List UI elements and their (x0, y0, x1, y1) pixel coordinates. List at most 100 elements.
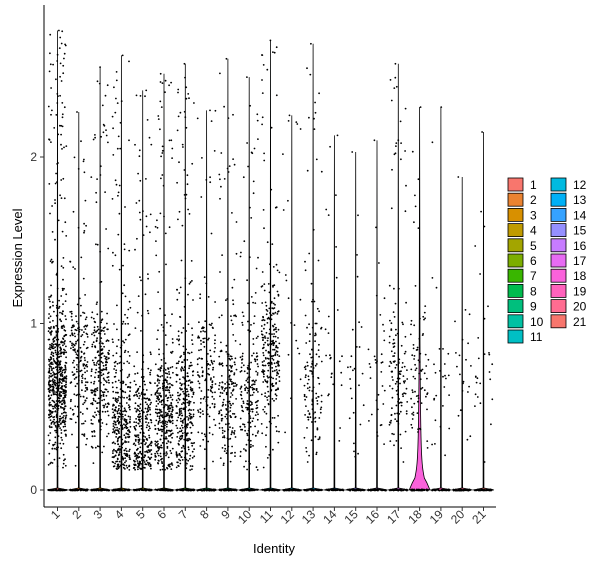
point (184, 384, 187, 387)
point (96, 325, 99, 328)
point (249, 446, 252, 448)
point (290, 397, 292, 400)
point (181, 403, 183, 405)
point (180, 420, 182, 423)
point (53, 489, 55, 492)
point (99, 381, 102, 384)
point (242, 410, 245, 413)
point (169, 325, 172, 327)
point (283, 489, 286, 492)
point (54, 391, 56, 393)
point (63, 415, 65, 417)
point (274, 393, 277, 396)
point (306, 361, 309, 364)
point (393, 352, 396, 354)
point (58, 401, 61, 404)
point (382, 323, 384, 326)
point (267, 376, 269, 379)
point (240, 251, 242, 254)
point (113, 409, 116, 412)
point (311, 403, 314, 406)
point (274, 328, 277, 331)
point (227, 353, 230, 356)
point (305, 405, 307, 407)
point (144, 467, 146, 469)
point (154, 424, 156, 427)
point (207, 372, 209, 375)
point (154, 458, 157, 461)
point (134, 444, 137, 447)
point (169, 382, 171, 385)
point (52, 416, 55, 419)
point (264, 380, 267, 383)
point (161, 82, 164, 84)
point (187, 208, 190, 211)
point (123, 243, 126, 246)
point (205, 398, 208, 401)
point (56, 102, 59, 104)
point (468, 313, 471, 316)
point (51, 342, 53, 345)
point (133, 442, 136, 445)
point (375, 294, 378, 297)
point (185, 434, 188, 437)
point (394, 302, 397, 305)
point (94, 446, 97, 449)
point (101, 369, 103, 372)
point (396, 412, 399, 415)
point (348, 417, 351, 420)
point (60, 348, 62, 351)
point (61, 374, 64, 376)
point (85, 363, 88, 366)
point (55, 114, 58, 116)
point (60, 489, 63, 492)
point (340, 488, 343, 491)
point (56, 389, 59, 391)
point (138, 155, 141, 158)
point (335, 276, 338, 279)
point (417, 397, 420, 399)
point (206, 488, 209, 491)
point (267, 344, 270, 347)
point (49, 306, 51, 309)
point (285, 279, 288, 282)
point (164, 422, 167, 424)
point (163, 419, 166, 422)
point (251, 384, 253, 386)
point (270, 302, 273, 304)
point (116, 429, 119, 432)
point (212, 368, 214, 371)
point (170, 139, 173, 142)
point (180, 259, 183, 262)
point (182, 398, 185, 401)
point (262, 354, 265, 357)
point (201, 366, 203, 369)
point (193, 455, 196, 458)
point (149, 413, 152, 416)
point (292, 488, 295, 491)
point (380, 353, 383, 356)
point (51, 462, 54, 464)
point (149, 465, 152, 468)
point (191, 489, 194, 492)
point (224, 415, 227, 418)
point (156, 338, 159, 340)
point (349, 378, 351, 380)
point (209, 489, 211, 492)
point (154, 428, 157, 430)
point (51, 367, 53, 370)
point (312, 298, 314, 301)
point (399, 373, 402, 375)
point (159, 414, 162, 416)
point (62, 177, 65, 180)
point (114, 442, 116, 445)
point (317, 377, 320, 379)
point (390, 207, 393, 210)
point (416, 346, 419, 349)
point (395, 145, 397, 148)
point (337, 488, 340, 491)
point (335, 246, 337, 248)
point (178, 437, 181, 440)
point (63, 57, 65, 60)
point (317, 396, 320, 398)
